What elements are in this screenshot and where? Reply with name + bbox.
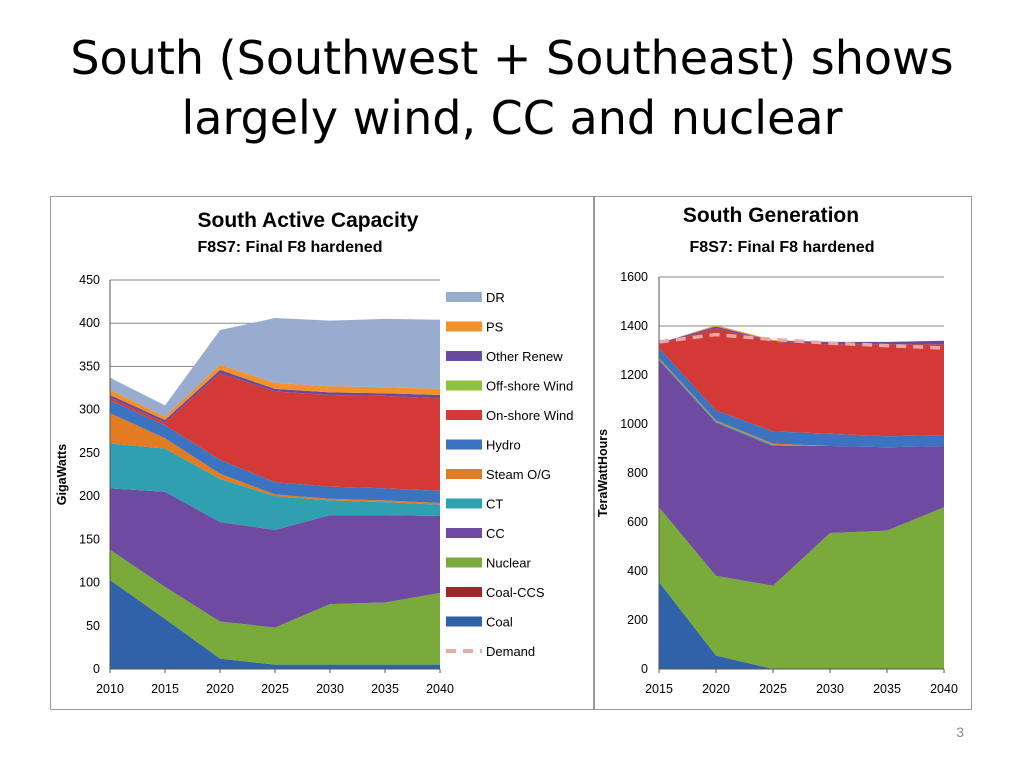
- slide-title: South (Southwest + Southeast) shows larg…: [0, 28, 1024, 148]
- chart-frame: [50, 196, 972, 710]
- slide-title-line2: largely wind, CC and nuclear: [181, 91, 843, 145]
- page-number: 3: [956, 724, 964, 740]
- chart-divider: [593, 196, 595, 710]
- slide-title-line1: South (Southwest + Southeast) shows: [70, 31, 954, 85]
